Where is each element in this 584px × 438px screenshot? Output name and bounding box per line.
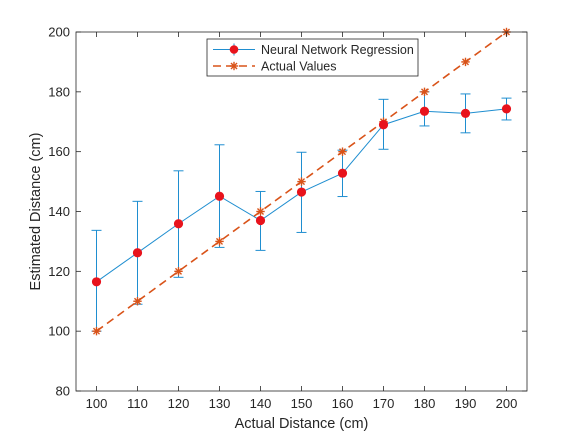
actual-point xyxy=(256,207,265,216)
nn-point xyxy=(378,120,389,130)
x-tick-label: 100 xyxy=(86,396,108,411)
x-tick-label: 140 xyxy=(250,396,272,411)
legend-marker-nn xyxy=(229,45,239,54)
x-tick-label: 130 xyxy=(209,396,231,411)
nn-point xyxy=(501,104,512,114)
x-axis-label: Actual Distance (cm) xyxy=(235,416,369,432)
y-tick-label: 160 xyxy=(48,144,70,159)
y-tick-label: 140 xyxy=(48,204,70,219)
nn-point xyxy=(296,187,307,197)
x-tick-label: 180 xyxy=(414,396,436,411)
legend-entry-actual: Actual Values xyxy=(213,60,337,74)
actual-point xyxy=(174,267,183,276)
actual-point xyxy=(420,87,429,97)
nn-point xyxy=(419,106,430,116)
actual-point xyxy=(92,326,101,336)
nn-point xyxy=(255,215,266,226)
actual-point xyxy=(297,177,306,186)
y-tick-label: 180 xyxy=(48,84,70,99)
actual-point xyxy=(461,57,470,67)
legend-label-nn: Neural Network Regression xyxy=(261,43,414,57)
actual-point xyxy=(338,147,347,156)
x-tick-label: 200 xyxy=(496,396,518,411)
nn-point xyxy=(132,248,143,258)
ticks-layer: 100 110 120 130 140 150 160 170 180 190 200 80 100 12… xyxy=(48,25,527,411)
series-layer xyxy=(91,27,512,336)
nn-point xyxy=(337,168,348,178)
nn-point xyxy=(214,191,225,201)
y-axis-label: Estimated Distance (cm) xyxy=(28,133,44,291)
nn-point xyxy=(460,108,471,118)
y-tick-label: 80 xyxy=(56,384,70,399)
y-tick-label: 200 xyxy=(48,25,70,40)
actual-point xyxy=(133,297,142,306)
x-tick-label: 120 xyxy=(168,396,190,411)
actual-point xyxy=(215,237,224,246)
y-tick-label: 100 xyxy=(48,324,70,339)
x-tick-label: 150 xyxy=(291,396,313,411)
nn-point xyxy=(91,277,102,287)
x-tick-label: 170 xyxy=(373,396,395,411)
y-tick-label: 120 xyxy=(48,264,70,279)
legend-label-actual: Actual Values xyxy=(261,60,337,74)
legend-box xyxy=(206,38,419,77)
x-tick-label: 110 xyxy=(127,396,148,411)
nn-point xyxy=(173,219,184,229)
x-tick-label: 160 xyxy=(332,396,354,411)
x-tick-label: 190 xyxy=(455,396,477,411)
legend-entry-nn: Neural Network Regression xyxy=(213,43,414,57)
legend-marker-actual xyxy=(229,61,239,71)
legend: Neural Network Regression Actual Values xyxy=(206,38,419,77)
